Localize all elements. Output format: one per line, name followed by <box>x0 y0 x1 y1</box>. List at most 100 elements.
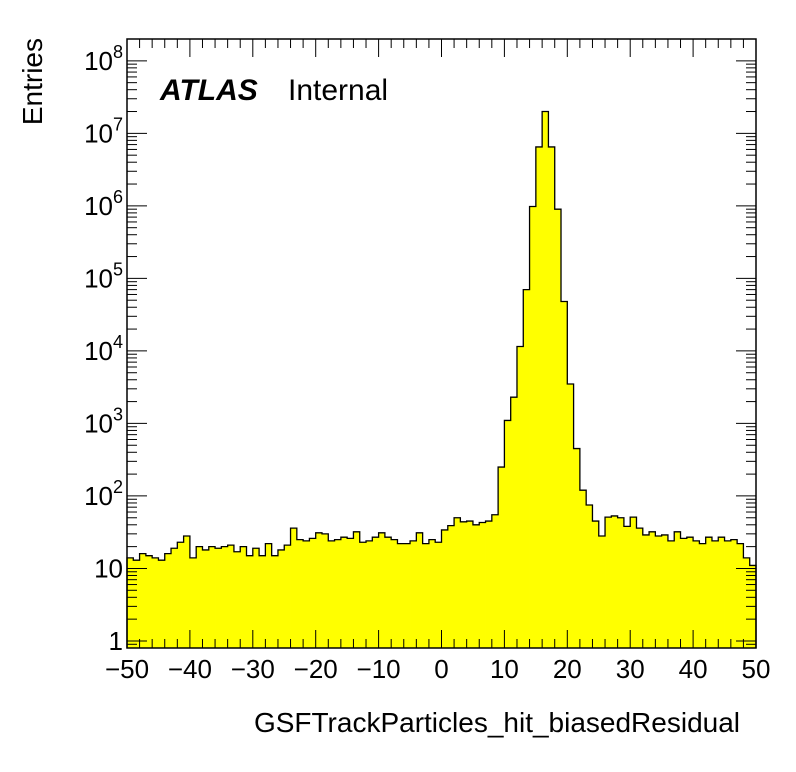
histogram-bin <box>743 557 751 648</box>
histogram-bin <box>504 420 512 648</box>
histogram-bin <box>655 536 663 648</box>
histogram-bin <box>554 209 562 648</box>
histogram-bin <box>227 545 235 648</box>
y-tick-labels: 1 10 102 103 104 105 106 107 108 <box>84 42 123 656</box>
histogram-bin <box>466 521 474 648</box>
histogram-bin <box>127 557 134 648</box>
histogram-bin <box>422 543 430 648</box>
histogram-bin <box>605 517 612 648</box>
x-tick-label: 0 <box>434 654 448 684</box>
histogram-bin <box>454 517 461 648</box>
x-tick-label: 40 <box>679 654 708 684</box>
histogram-bin <box>680 538 688 648</box>
histogram-bin <box>523 289 530 648</box>
x-tick-label: −50 <box>105 654 149 684</box>
histogram-bin <box>579 490 587 648</box>
histogram-bin <box>661 534 669 648</box>
histogram-bin <box>586 504 593 648</box>
histogram-bin <box>340 537 348 648</box>
histogram-bin <box>171 548 178 648</box>
histogram-bin <box>561 301 568 648</box>
histogram-bin <box>718 537 725 648</box>
histogram-bin <box>133 560 140 648</box>
histogram-bin <box>460 521 468 648</box>
histogram-bin <box>447 525 455 648</box>
histogram-bin <box>598 536 606 648</box>
histogram-bin <box>416 532 424 648</box>
histogram-bin <box>667 540 675 648</box>
histogram-bin <box>491 514 499 648</box>
histogram-bin <box>296 539 304 648</box>
histogram-bin <box>189 557 197 648</box>
y-tick-label: 1 <box>109 626 123 656</box>
histogram-bin <box>548 146 556 648</box>
histogram-bin <box>233 551 241 648</box>
histogram-bin <box>290 528 298 648</box>
histogram-bin <box>277 549 285 648</box>
histogram-bin <box>498 467 505 648</box>
histogram-bin <box>699 543 707 648</box>
histogram-bin <box>630 517 637 648</box>
histogram-bin <box>328 540 335 648</box>
x-tick-label: 50 <box>742 654 771 684</box>
histogram-bin <box>152 557 159 648</box>
histogram-bin <box>529 206 537 648</box>
histogram-bin <box>611 515 619 648</box>
histogram-bin <box>384 537 392 648</box>
histogram-bin <box>265 543 273 648</box>
x-tick-label: 10 <box>490 654 519 684</box>
histogram-bin <box>145 555 153 648</box>
x-tick-label: 30 <box>616 654 645 684</box>
x-tick-labels: −50 −40 −30 −20 −10 0 10 20 30 40 50 <box>105 654 771 684</box>
histogram-bin <box>177 542 185 648</box>
histogram-bin <box>158 560 166 648</box>
histogram-bin <box>391 539 398 648</box>
histogram-bin <box>428 539 436 648</box>
histogram-bin <box>334 539 342 648</box>
histogram-bin <box>441 529 449 648</box>
y-tick-label: 10 <box>94 553 123 583</box>
histogram-bin <box>372 537 379 648</box>
histogram-bin <box>246 555 254 648</box>
histogram-bin <box>435 542 442 648</box>
histogram-bin <box>403 543 411 648</box>
y-tick-label: 106 <box>84 187 123 221</box>
histogram-bin <box>535 146 543 648</box>
histogram-bin <box>303 540 310 648</box>
histogram-bin <box>567 383 574 648</box>
histogram-bin <box>315 532 323 648</box>
histogram-bin <box>649 531 656 648</box>
histogram-bin <box>183 536 191 648</box>
x-tick-label: 20 <box>553 654 582 684</box>
x-tick-label: −30 <box>231 654 275 684</box>
internal-label: Internal <box>288 74 388 107</box>
y-tick-label: 107 <box>84 114 123 148</box>
y-tick-label: 104 <box>84 332 123 366</box>
histogram-bin <box>510 397 518 648</box>
axis-ticks <box>126 38 757 649</box>
y-tick-label: 102 <box>84 477 123 511</box>
histogram-bars <box>126 110 757 649</box>
histogram-bin <box>309 538 317 648</box>
histogram-bin <box>485 521 493 648</box>
atlas-label: ATLAS <box>159 74 258 107</box>
histogram-bin <box>674 531 681 648</box>
histogram-bin <box>516 346 524 648</box>
x-axis-title: GSFTrackParticles_hit_biasedResidual <box>254 707 740 738</box>
x-tick-label: −40 <box>168 654 212 684</box>
x-tick-label: −10 <box>357 654 401 684</box>
histogram-bin <box>359 542 367 648</box>
histogram-bin <box>208 546 216 648</box>
histogram-bin <box>378 532 386 648</box>
histogram-bin <box>196 546 203 648</box>
histogram-bin <box>215 548 222 648</box>
histogram-bin <box>705 537 713 648</box>
histogram-bin <box>271 555 279 648</box>
histogram-bin <box>730 539 738 648</box>
y-axis-title: Entries <box>17 38 48 125</box>
histogram-bin <box>542 111 549 649</box>
histogram-bin <box>693 540 700 648</box>
histogram-bin <box>366 540 373 648</box>
histogram-bin <box>617 517 625 648</box>
